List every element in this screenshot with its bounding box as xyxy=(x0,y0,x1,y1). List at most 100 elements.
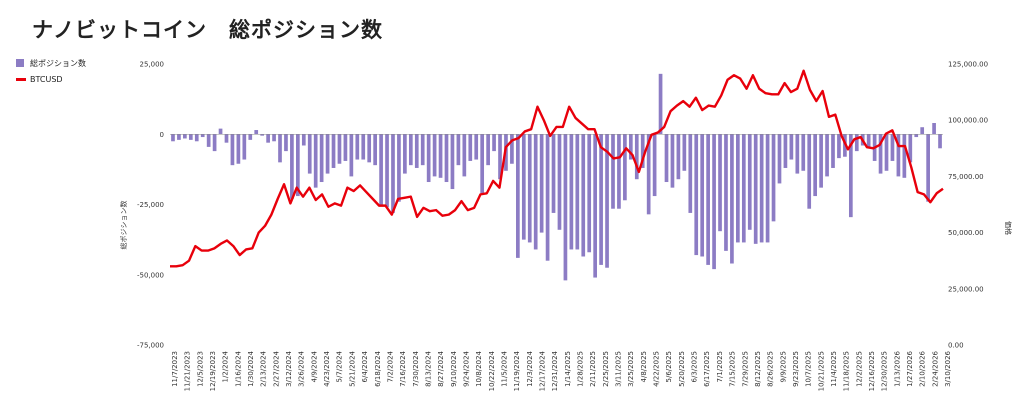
bar xyxy=(765,134,770,243)
bar xyxy=(200,134,205,138)
x-tick: 8/26/2025 xyxy=(767,351,775,387)
bar xyxy=(670,134,675,188)
bar xyxy=(884,134,889,171)
bar xyxy=(403,134,407,174)
x-tick: 7/29/2025 xyxy=(741,351,749,387)
bar xyxy=(682,134,687,171)
bar xyxy=(890,134,895,161)
legend: 総ポジション数 BTCUSD xyxy=(16,56,86,88)
bar xyxy=(224,134,229,143)
bar xyxy=(420,134,425,166)
bar xyxy=(516,134,520,258)
bar xyxy=(278,134,282,163)
x-tick: 1/13/2026 xyxy=(893,350,901,386)
x-tick: 10/8/2024 xyxy=(475,350,483,386)
bar xyxy=(676,134,681,180)
bar xyxy=(557,134,562,230)
bar xyxy=(230,134,235,166)
bar xyxy=(575,134,580,250)
bar xyxy=(664,134,669,183)
bar xyxy=(260,134,265,136)
x-tick: 4/22/2025 xyxy=(653,351,661,387)
x-tick: 2/10/2026 xyxy=(919,350,927,386)
x-tick: 2/11/2025 xyxy=(589,351,597,387)
y-tick-right: 50,000.00 xyxy=(948,229,984,237)
y-tick-right: 100,000.00 xyxy=(948,117,988,125)
x-tick: 8/27/2024 xyxy=(437,350,445,386)
y-tick-right: 0.00 xyxy=(948,342,964,350)
bar xyxy=(171,134,175,142)
bar xyxy=(771,134,776,222)
bar xyxy=(385,134,389,208)
bar xyxy=(527,134,532,243)
x-tick: 2/24/2026 xyxy=(931,350,939,386)
bar xyxy=(331,134,336,168)
x-tick: 1/30/2024 xyxy=(247,350,255,386)
x-tick: 10/7/2025 xyxy=(805,351,813,387)
bar xyxy=(272,134,276,142)
x-tick: 8/13/2024 xyxy=(424,350,432,386)
y-tick-left: 25,000 xyxy=(140,61,165,69)
bar xyxy=(397,134,401,202)
bar xyxy=(468,134,473,161)
bar xyxy=(795,134,800,174)
bar xyxy=(854,134,859,152)
y-axis-title-right: 価格 xyxy=(1004,221,1013,235)
x-tick: 12/5/2023 xyxy=(196,351,204,387)
bar xyxy=(284,134,288,152)
bar xyxy=(938,134,942,149)
x-tick: 12/17/2024 xyxy=(538,350,546,391)
bar xyxy=(932,123,936,135)
bar xyxy=(510,134,514,164)
bar xyxy=(688,134,693,213)
y-tick-left: -50,000 xyxy=(137,271,164,279)
x-tick: 2/27/2024 xyxy=(272,350,280,386)
bar xyxy=(706,134,710,265)
y-tick-right: 75,000.00 xyxy=(948,173,984,181)
bar xyxy=(349,134,354,177)
bar xyxy=(307,134,312,174)
bar xyxy=(236,134,241,164)
y-tick-right: 125,000.00 xyxy=(948,61,988,69)
bar xyxy=(599,134,603,265)
btcusd-line xyxy=(170,69,944,268)
bar xyxy=(581,134,586,257)
x-tick: 9/24/2024 xyxy=(462,350,470,386)
bar xyxy=(878,134,883,174)
bar xyxy=(301,134,306,146)
bar xyxy=(444,134,449,183)
bar xyxy=(569,134,574,250)
bar xyxy=(866,134,871,149)
x-tick: 3/11/2025 xyxy=(615,351,623,387)
legend-label-btcusd: BTCUSD xyxy=(30,74,63,84)
x-tick: 1/27/2026 xyxy=(906,350,914,386)
y-tick-left: -25,000 xyxy=(137,201,164,209)
bar xyxy=(634,134,639,180)
bar xyxy=(628,134,633,160)
bar xyxy=(783,134,788,168)
bar xyxy=(438,134,443,178)
x-tick: 7/16/2024 xyxy=(399,350,407,386)
x-tick: 7/1/2025 xyxy=(716,351,724,382)
x-tick: 12/30/2025 xyxy=(881,351,889,391)
bar xyxy=(206,134,211,147)
bar xyxy=(658,73,663,135)
bar xyxy=(313,134,318,188)
bar xyxy=(188,134,193,140)
bar xyxy=(450,134,455,190)
bar xyxy=(343,134,348,161)
bar xyxy=(391,134,395,213)
x-tick: 3/26/2024 xyxy=(298,350,306,386)
x-tick: 6/18/2024 xyxy=(374,350,382,386)
bar xyxy=(605,134,609,268)
bar xyxy=(736,134,740,243)
x-tick: 2/25/2025 xyxy=(602,351,610,387)
x-tick: 7/15/2025 xyxy=(729,351,737,387)
x-tick: 8/12/2025 xyxy=(754,351,762,387)
legend-swatch-line xyxy=(16,77,26,81)
x-tick: 7/30/2024 xyxy=(412,350,420,386)
bar xyxy=(337,134,342,164)
x-tick: 6/17/2025 xyxy=(703,351,711,387)
x-tick: 9/23/2025 xyxy=(792,351,800,387)
bar xyxy=(623,134,627,201)
